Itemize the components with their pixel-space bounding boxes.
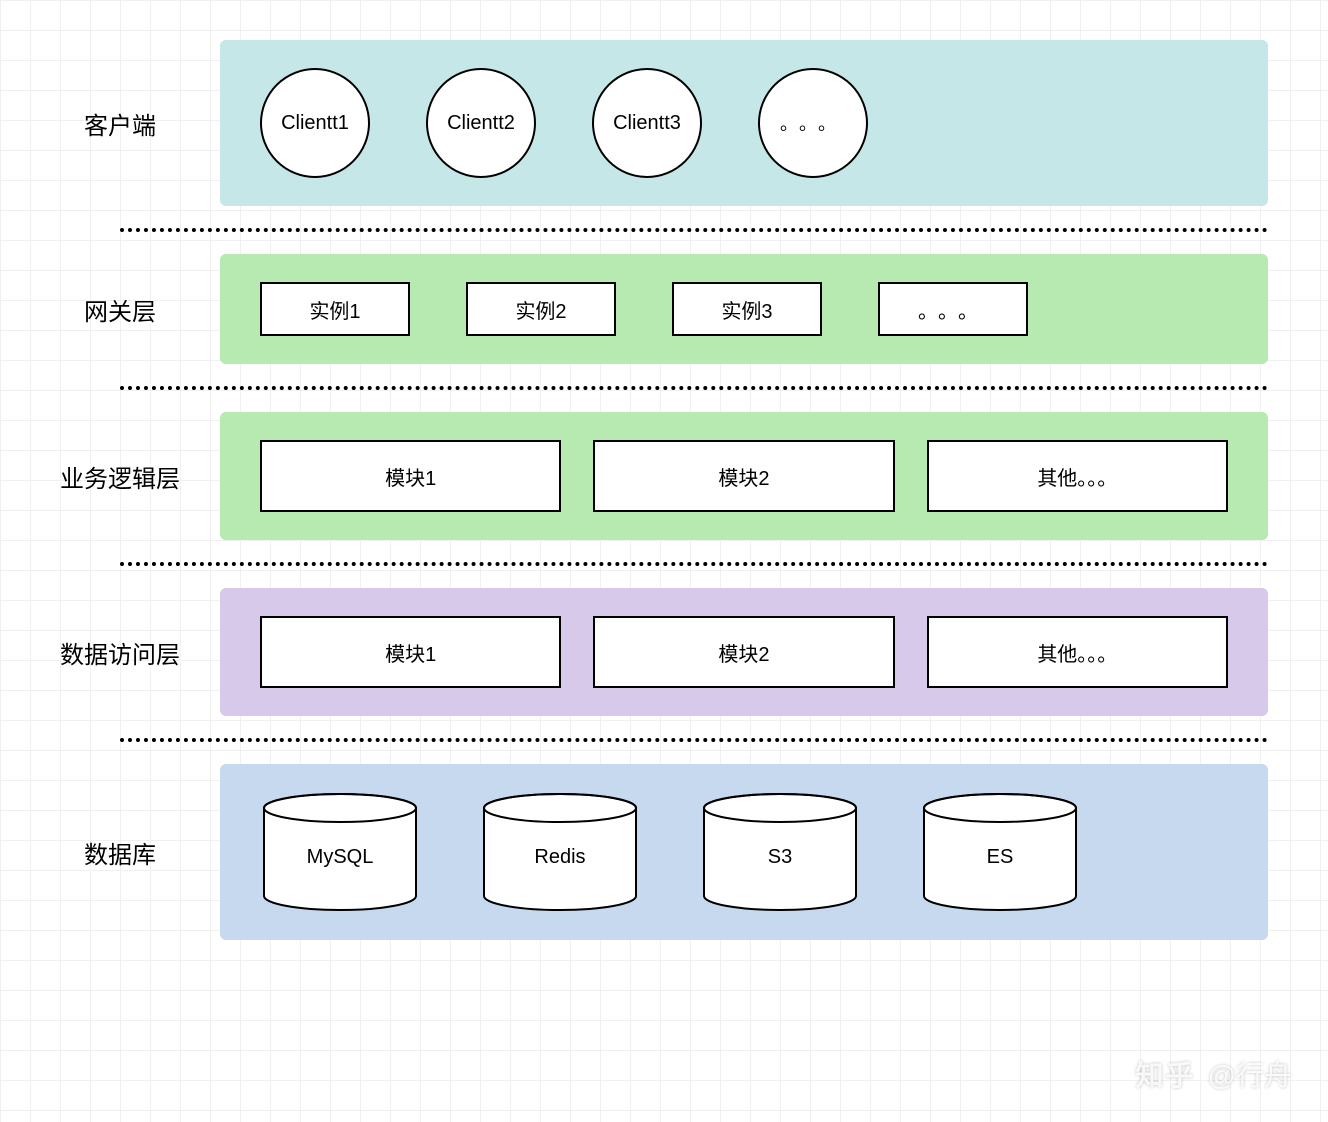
database-node: ES [920,792,1080,912]
client-node: Clientt1 [260,68,370,178]
layer-box-business: 模块1 模块2 其他。。。 [220,412,1268,540]
database-node: Redis [480,792,640,912]
layer-box-gateway: 实例1 实例2 实例3 。。。 [220,254,1268,364]
layer-row-data-access: 数据访问层 模块1 模块2 其他。。。 [20,588,1308,716]
database-node-label: S3 [768,846,792,869]
layer-divider [120,562,1268,566]
watermark-brand: 知乎 [1136,1054,1196,1094]
layer-row-business: 业务逻辑层 模块1 模块2 其他。。。 [20,412,1308,540]
layer-box-data-access: 模块1 模块2 其他。。。 [220,588,1268,716]
gateway-node: 实例2 [466,282,616,336]
client-node: Clientt3 [592,68,702,178]
layer-divider [120,228,1268,232]
layer-label-gateway: 网关层 [20,292,220,327]
data-access-node: 模块2 [593,616,894,688]
database-node-label: ES [987,846,1014,869]
business-node: 模块1 [260,440,561,512]
layer-box-client: Clientt1 Clientt2 Clientt3 。。。 [220,40,1268,206]
layer-label-client: 客户端 [20,106,220,141]
gateway-node: 实例3 [672,282,822,336]
business-node-more: 其他。。。 [927,440,1228,512]
layer-label-business: 业务逻辑层 [20,459,220,494]
watermark: 知乎 @行舟 [1136,1054,1292,1094]
layer-row-database: 数据库 MySQL Redis S3 [20,764,1308,940]
database-node-label: Redis [534,846,585,869]
layer-divider [120,386,1268,390]
database-node: S3 [700,792,860,912]
data-access-node: 模块1 [260,616,561,688]
watermark-author: @行舟 [1208,1054,1292,1094]
layer-label-database: 数据库 [20,835,220,870]
layer-box-database: MySQL Redis S3 ES [220,764,1268,940]
layer-label-data-access: 数据访问层 [20,635,220,670]
gateway-node-more: 。。。 [878,282,1028,336]
data-access-node-more: 其他。。。 [927,616,1228,688]
database-node-label: MySQL [307,846,374,869]
layer-row-client: 客户端 Clientt1 Clientt2 Clientt3 。。。 [20,40,1308,206]
layer-row-gateway: 网关层 实例1 实例2 实例3 。。。 [20,254,1308,364]
database-node: MySQL [260,792,420,912]
business-node: 模块2 [593,440,894,512]
gateway-node: 实例1 [260,282,410,336]
client-node-more: 。。。 [758,68,868,178]
layer-divider [120,738,1268,742]
client-node: Clientt2 [426,68,536,178]
